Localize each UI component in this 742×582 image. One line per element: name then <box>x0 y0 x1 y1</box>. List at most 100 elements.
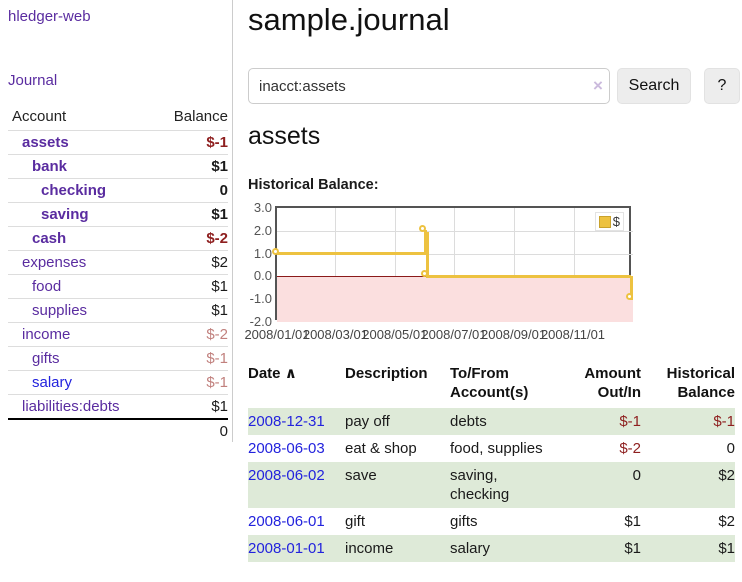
transaction-date-link[interactable]: 2008-06-02 <box>248 467 325 484</box>
account-link-bank[interactable]: bank <box>32 158 68 175</box>
account-column-header: Account <box>8 104 153 131</box>
transaction-balance: $2 <box>641 462 735 508</box>
account-balance: $-2 <box>152 226 228 251</box>
data-point-marker <box>421 270 428 278</box>
transaction-accounts: saving, checking <box>450 462 568 508</box>
transaction-description: income <box>345 535 450 562</box>
help-button[interactable]: ? <box>704 68 740 104</box>
chart-legend: $ <box>594 212 624 231</box>
search-input[interactable] <box>248 68 610 104</box>
account-link-food[interactable]: food <box>32 278 62 295</box>
transaction-description: gift <box>345 513 366 530</box>
register-header-accounts[interactable]: To/From Account(s) <box>450 365 529 401</box>
account-row: checking 0 <box>8 178 228 203</box>
register-row: 2008-06-02 save saving, checking 0 $2 <box>248 462 735 508</box>
y-tick-label: 1.0 <box>253 245 272 261</box>
account-balance: $1 <box>152 394 228 419</box>
account-row: salary $-1 <box>8 370 228 395</box>
account-link-assets[interactable]: assets <box>22 134 69 151</box>
gridline <box>454 208 455 322</box>
account-link-expenses[interactable]: expenses <box>22 254 87 271</box>
search-button[interactable]: Search <box>617 68 691 104</box>
account-balance: $-1 <box>152 346 228 371</box>
series-line-segment <box>629 276 633 300</box>
series-line-segment <box>426 275 631 278</box>
account-balance: $1 <box>152 274 228 299</box>
account-row: gifts $-1 <box>8 346 228 371</box>
sidebar: hledger-web Journal Account Balance asse… <box>0 0 233 443</box>
register-row: 2008-06-03 eat & shop food, supplies $-2… <box>248 435 735 462</box>
data-point-marker <box>272 247 279 255</box>
account-link-liabilities-debts[interactable]: liabilities:debts <box>22 398 120 415</box>
account-balance: $1 <box>152 298 228 323</box>
account-row: assets $-1 <box>8 131 228 155</box>
account-link-cash[interactable]: cash <box>32 230 67 247</box>
plot-area: $ <box>272 206 633 322</box>
account-balance: $-2 <box>152 322 228 347</box>
transaction-balance: $2 <box>718 513 735 530</box>
register-row: 2008-06-01 gift gifts $1 $2 <box>248 508 735 535</box>
accounts-total-value: 0 <box>152 418 228 443</box>
account-balance-table: Account Balance assets $-1 bank $1 check… <box>8 104 228 443</box>
register-header-date[interactable]: Date ∧ <box>248 362 345 408</box>
data-point-marker <box>419 224 426 232</box>
x-tick-label: 2008/05/01 <box>362 327 428 342</box>
gridline <box>395 208 396 322</box>
main-content: sample.journal × Search ? assets Histori… <box>244 0 740 582</box>
y-tick-label: 0.0 <box>253 268 272 284</box>
series-line-segment <box>423 230 427 255</box>
y-tick-label: -1.0 <box>249 291 272 307</box>
account-link-saving[interactable]: saving <box>41 206 89 223</box>
negative-region <box>277 277 633 322</box>
transaction-balance: $-1 <box>641 408 735 435</box>
account-row: food $1 <box>8 274 228 299</box>
transaction-date-link[interactable]: 2008-12-31 <box>248 413 325 430</box>
account-link-checking[interactable]: checking <box>41 182 107 199</box>
account-row: bank $1 <box>8 154 228 179</box>
register-table: Date ∧ Description To/From Account(s) Am… <box>248 362 735 562</box>
transaction-amount: $-1 <box>568 408 641 435</box>
register-header-amount[interactable]: Amount Out/In <box>584 365 641 401</box>
series-line-segment <box>277 252 425 255</box>
legend-swatch <box>598 215 611 228</box>
gridline <box>335 208 336 322</box>
transaction-description: pay off <box>345 408 450 435</box>
x-tick-label: 2008/07/01 <box>421 327 487 342</box>
transaction-balance: 0 <box>726 440 735 457</box>
clear-search-icon[interactable]: × <box>593 76 603 95</box>
legend-label: $ <box>612 214 620 229</box>
account-balance: 0 <box>152 178 228 203</box>
y-tick-label: -2.0 <box>249 314 272 329</box>
transaction-accounts: gifts <box>450 513 478 530</box>
chart-heading: Historical Balance: <box>248 177 379 193</box>
account-row: liabilities:debts $1 <box>8 394 228 419</box>
transaction-date-link[interactable]: 2008-06-03 <box>248 440 325 457</box>
account-link-income[interactable]: income <box>22 326 71 343</box>
account-heading: assets <box>248 122 321 150</box>
register-header-balance[interactable]: Historical Balance <box>666 365 735 401</box>
transaction-description: save <box>345 462 450 508</box>
register-header-description[interactable]: Description <box>345 365 428 382</box>
account-balance: $-1 <box>152 370 228 395</box>
x-tick-label: 2008/11/01 <box>540 327 606 342</box>
transaction-balance: $1 <box>641 535 735 562</box>
y-tick-label: 2.0 <box>253 222 272 238</box>
gridline <box>514 208 515 322</box>
account-link-gifts[interactable]: gifts <box>32 350 60 367</box>
transaction-accounts: debts <box>450 408 568 435</box>
transaction-date-link[interactable]: 2008-06-01 <box>248 513 325 530</box>
transaction-amount: $-2 <box>619 440 641 457</box>
nav-journal-link[interactable]: Journal <box>8 72 58 89</box>
transaction-description: eat & shop <box>345 440 417 457</box>
balance-column-header: Balance <box>152 104 228 131</box>
gridline <box>574 208 575 322</box>
register-row: 2008-01-01 income salary $1 $1 <box>248 535 735 562</box>
x-tick-label: 2008/01/01 <box>244 327 310 342</box>
brand-link[interactable]: hledger-web <box>8 8 91 25</box>
account-balance: $-1 <box>206 134 228 151</box>
transaction-date-link[interactable]: 2008-01-01 <box>248 540 325 557</box>
account-link-salary[interactable]: salary <box>32 374 73 391</box>
account-row: saving $1 <box>8 202 228 227</box>
gridline <box>277 254 633 255</box>
account-link-supplies[interactable]: supplies <box>32 302 88 319</box>
